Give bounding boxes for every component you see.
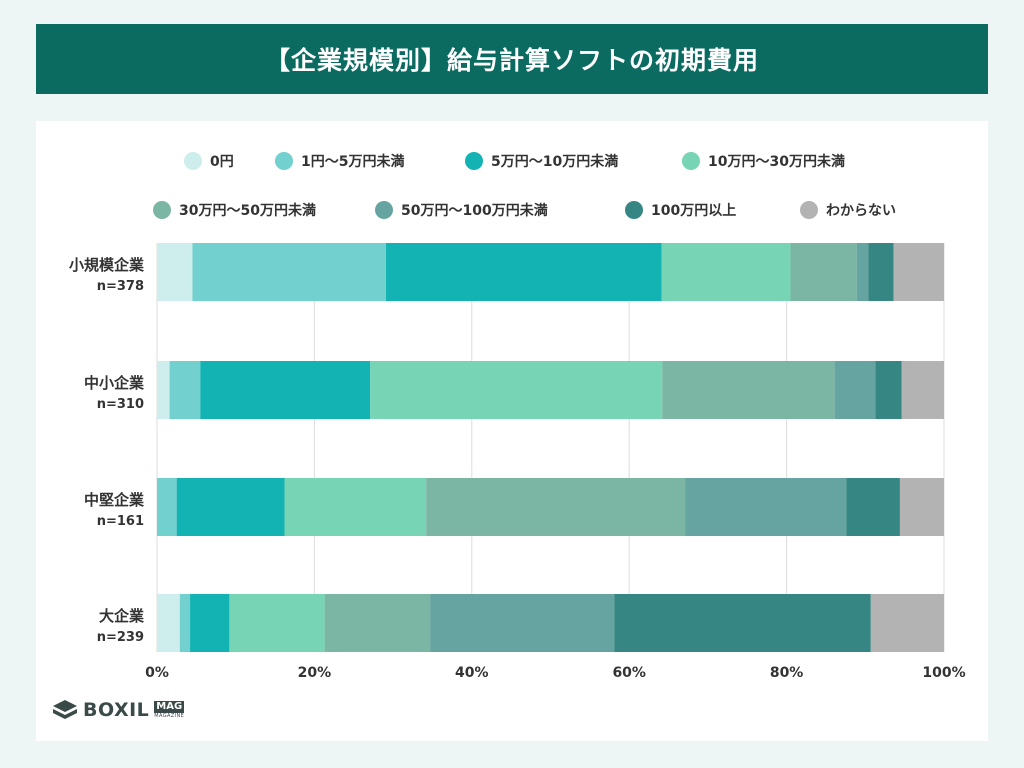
bar-segment [200,361,371,419]
x-tick-label: 20% [298,665,332,681]
legend-label: 30万円〜50万円未満 [179,202,316,219]
bar-segment [426,478,686,536]
chart-panel: 0% 20% 40% 60% 80% 100% 小規模企業 n=378 中小企業 n=310 中堅企… [36,121,988,741]
bar-segment [868,243,894,301]
category-label: 中堅企業 [84,491,145,509]
boxil-logo-icon [53,700,77,719]
legend-label: 5万円〜10万円未満 [491,153,618,170]
logo-badge-sub: MAGAZINE [154,713,185,719]
category-label: 小規模企業 [69,256,145,274]
bar-segment [661,243,791,301]
legend-marker [184,152,202,170]
bar-segment [192,243,387,301]
legend-label: 50万円〜100万円未満 [401,202,548,219]
logo-badge-mag: MAG [154,701,185,713]
bar-segment [875,361,902,419]
bar-segment [899,478,944,536]
legend-label: 100万円以上 [651,203,736,219]
bar-segment [870,594,944,652]
legend-label: わからない [826,203,896,219]
legend-label: 1円〜5万円未満 [301,153,404,170]
bar-segment [614,594,871,652]
bar-segment [324,594,431,652]
boxil-mag-logo: BOXIL MAG MAGAZINE [52,698,185,722]
category-n-label: n=239 [97,630,144,645]
legend-marker [153,201,171,219]
bar-segment [893,243,944,301]
bar-segment [179,594,191,652]
category-n-label: n=161 [97,514,144,529]
bar-segment [157,243,193,301]
x-tick-label: 60% [612,665,646,681]
legend-label: 0円 [210,154,234,170]
legend-marker [375,201,393,219]
x-tick-label: 40% [455,665,489,681]
bar-segment [370,361,663,419]
bar-segment [157,361,170,419]
legend-marker [682,152,700,170]
legend-marker [800,201,818,219]
logo-text: BOXIL [83,699,150,721]
x-tick-label: 80% [770,665,804,681]
bar-segment [190,594,230,652]
logo-badge: MAG MAGAZINE [154,701,185,719]
bar-segment [856,243,869,301]
bar-segment [685,478,847,536]
category-label: 中小企業 [84,374,145,392]
x-tick-label: 100% [922,665,965,681]
legend-label: 10万円〜30万円未満 [708,153,845,170]
bar-segment [169,361,201,419]
bar-segment [157,478,177,536]
bar-segment [662,361,835,419]
bar-segment [176,478,285,536]
category-label: 大企業 [99,607,145,625]
category-n-label: n=378 [97,279,144,294]
bar-segment [790,243,857,301]
legend-marker [275,152,293,170]
x-tick-label: 0% [145,665,169,681]
bar-segment [157,594,180,652]
bar-segment [834,361,876,419]
bar-segment [284,478,427,536]
stacked-bar-chart: 0% 20% 40% 60% 80% 100% 小規模企業 n=378 中小企業 n=310 中堅企… [69,152,966,681]
bar-segment [386,243,662,301]
legend-marker [465,152,483,170]
bar-segment [229,594,325,652]
category-n-label: n=310 [97,397,144,412]
page-title: 【企業規模別】給与計算ソフトの初期費用 [36,24,988,94]
legend-marker [625,201,643,219]
bar-segment [901,361,944,419]
bar-segment [430,594,615,652]
bar-segment [846,478,900,536]
